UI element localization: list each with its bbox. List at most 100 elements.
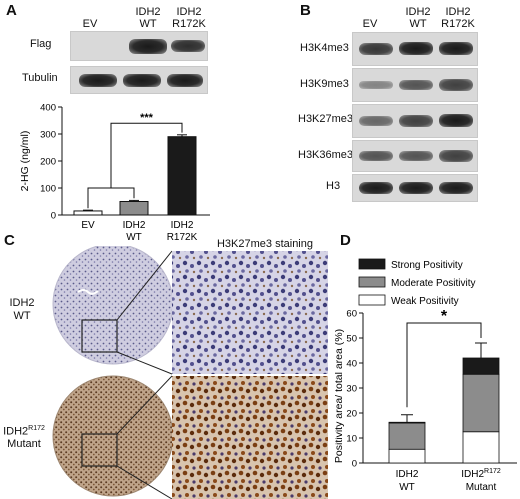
blot-band [359, 43, 393, 55]
x-tick-label: R172K [167, 232, 198, 240]
ihc-figure [52, 246, 328, 499]
y-tick-label: 10 [346, 434, 357, 445]
blot-band [171, 40, 205, 52]
significance-bracket [406, 322, 482, 408]
bar [119, 201, 149, 216]
blot-h3k27me3 [352, 104, 478, 138]
zoom-box-wt [81, 319, 118, 353]
zoom-line [116, 465, 173, 499]
ihc-zoom-wt [172, 251, 328, 374]
y-axis-label: Positivity area/ total area (%) [335, 329, 345, 463]
bar-segment [388, 421, 426, 424]
zoom-line [116, 375, 173, 435]
ihc-core-wt [52, 246, 174, 365]
x-tick-label: IDH2R172 [461, 468, 501, 480]
y-tick-label: 200 [40, 157, 56, 168]
blot-label-h3k4me3: H3K4me3 [300, 42, 349, 54]
blot-label-h3k36me3: H3K36me3 [298, 149, 354, 161]
x-tick-label: WT [126, 232, 142, 240]
y-tick-label: 30 [346, 384, 357, 395]
legend-label: Strong Positivity [391, 260, 463, 271]
blot-band [399, 42, 433, 55]
blot-tubulin [70, 66, 208, 94]
legend-label: Moderate Positivity [391, 278, 475, 289]
zoom-line [116, 351, 173, 375]
y-tick-label: 300 [40, 130, 56, 141]
blot-band [399, 151, 433, 161]
y-tick-label: 400 [40, 103, 56, 114]
panel-a-lane-mut-l1: IDH2 [176, 6, 202, 18]
x-tick-label: EV [81, 220, 95, 231]
x-tick-label: WT [399, 482, 415, 493]
blot-band [399, 115, 433, 127]
legend-swatch [358, 258, 386, 270]
blot-band [439, 182, 473, 194]
panel-b-lane-wt-l2: WT [409, 18, 427, 30]
blot-h3k9me3 [352, 68, 478, 102]
bar-segment [462, 357, 500, 375]
panel-b-lane-wt-l1: IDH2 [405, 6, 431, 18]
x-tick-label: IDH2 [396, 469, 419, 480]
y-tick-label: 20 [346, 409, 357, 420]
y-tick-label: 0 [352, 459, 357, 470]
bar-segment [462, 431, 500, 464]
blot-band [439, 150, 473, 162]
legend-swatch [358, 276, 386, 288]
row-label-wt-main: IDH2 [9, 297, 35, 309]
x-tick-label: Mutant [466, 482, 497, 493]
blot-label-h3k27me3: H3K27me3 [298, 113, 354, 125]
y-tick-label: 60 [346, 309, 357, 320]
significance-marker: * [441, 308, 448, 325]
bar [167, 136, 197, 216]
zoom-box-mutant [81, 433, 118, 467]
blot-band [129, 39, 167, 54]
panel-b-label: B [300, 2, 311, 19]
x-tick-label: IDH2 [123, 220, 146, 231]
panel-a-lane-mut-l2: R172K [172, 18, 206, 30]
blot-band [399, 182, 433, 194]
panel-c-label: C [4, 232, 15, 249]
blot-band [359, 116, 393, 126]
blot-band [439, 114, 473, 127]
panel-a-label: A [6, 2, 17, 19]
panel-a-lane-ev: EV [82, 18, 98, 30]
panel-a-lane-wt-l2: WT [139, 18, 157, 30]
y-tick-label: 50 [346, 334, 357, 345]
ihc-zoom-mutant [172, 376, 328, 499]
blot-band [359, 182, 393, 194]
blot-band [167, 74, 203, 87]
panel-d-label: D [340, 232, 351, 249]
row-label-wt-line2: WT [13, 310, 31, 322]
panel-b-lane-mut-l2: R172K [441, 18, 475, 30]
blot-band [439, 42, 473, 55]
blot-h3k36me3 [352, 140, 478, 172]
blot-band [359, 81, 393, 89]
x-tick-label: IDH2 [171, 220, 194, 231]
legend-label: Weak Positivity [391, 296, 459, 307]
blot-h3k4me3 [352, 32, 478, 66]
blot-band [123, 74, 161, 87]
legend-swatch [358, 294, 386, 306]
y-axis-label: 2-HG (ng/ml) [19, 131, 31, 192]
panel-b-lane-mut-l1: IDH2 [445, 6, 471, 18]
row-label-mut-main: IDH2R172 [3, 425, 45, 438]
bar [73, 210, 103, 216]
blot-band [79, 74, 117, 87]
bar-segment [462, 373, 500, 433]
blot-flag [70, 31, 208, 61]
blot-label-h3k9me3: H3K9me3 [300, 78, 349, 90]
blot-h3 [352, 174, 478, 202]
y-tick-label: 100 [40, 184, 56, 195]
staining-title: H3K27me3 staining [216, 238, 313, 250]
blot-label-tubulin: Tubulin [22, 72, 58, 84]
y-tick-label: 40 [346, 359, 357, 370]
bar-segment [388, 422, 426, 450]
significance-bracket [110, 122, 183, 188]
bar-segment [388, 448, 426, 464]
blot-band [359, 151, 393, 161]
blot-label-h3: H3 [326, 180, 341, 192]
blot-label-flag: Flag [30, 38, 52, 50]
row-label-mut-line2: Mutant [7, 438, 41, 450]
